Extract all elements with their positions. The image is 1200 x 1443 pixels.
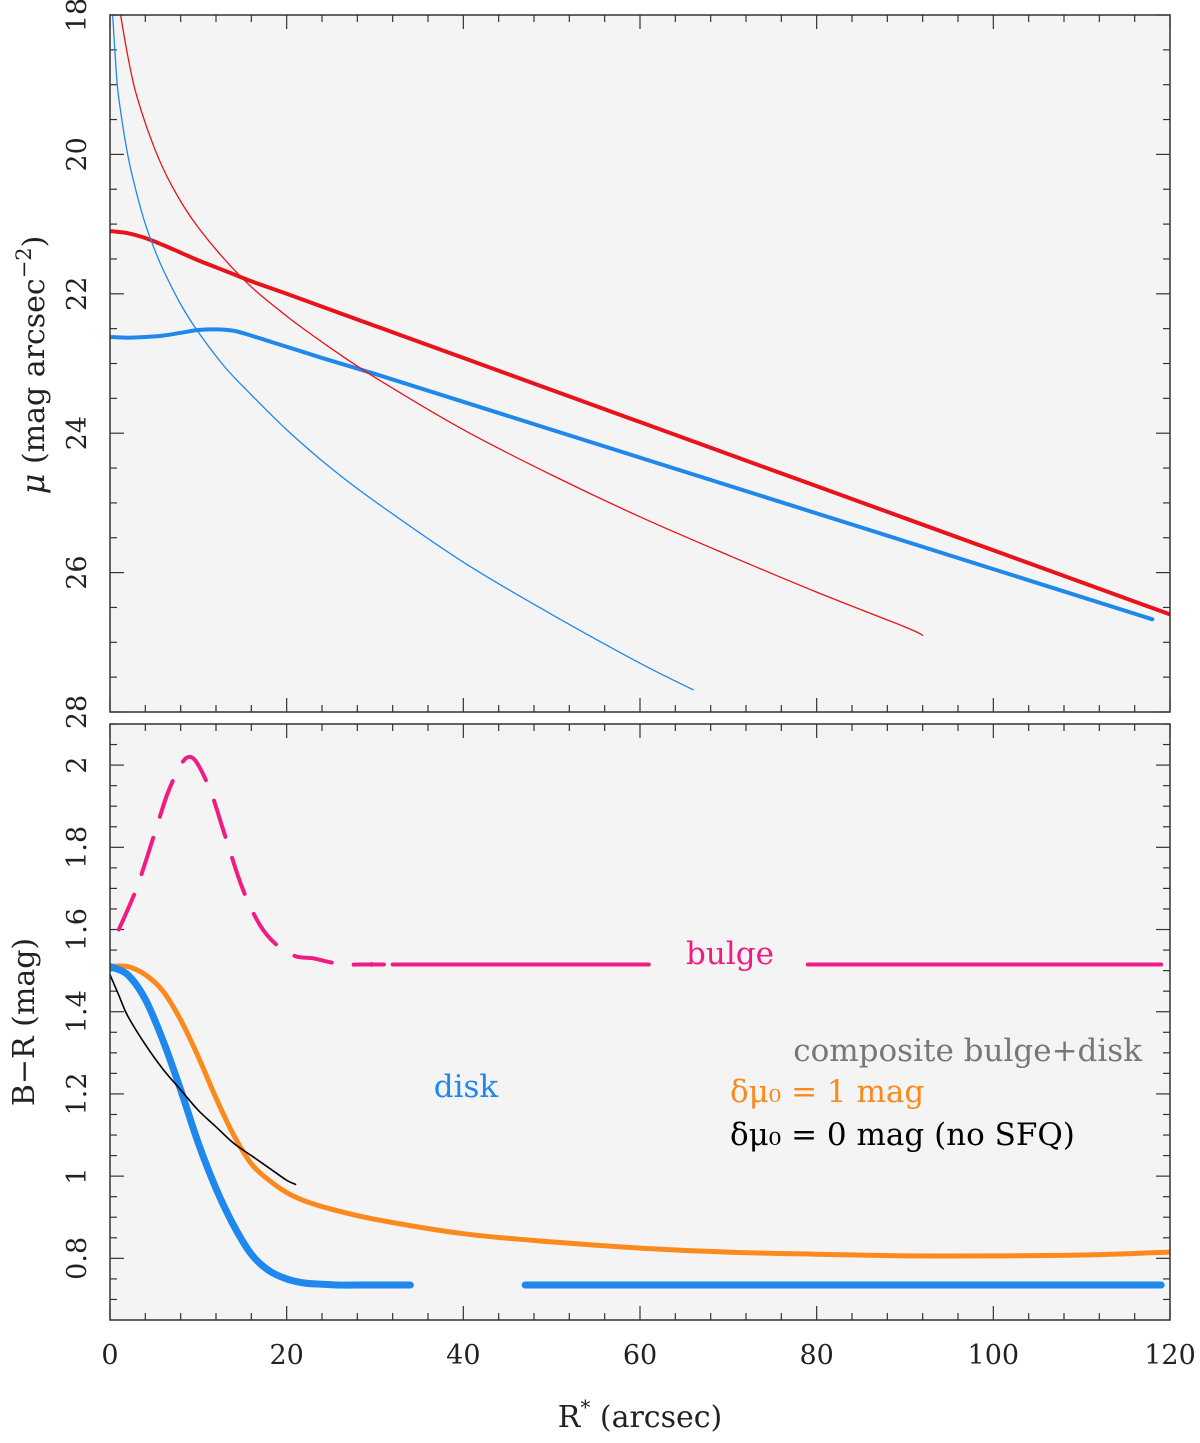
x-tick-label: 60 [623, 1340, 657, 1371]
legend-orange: δμ₀ = 1 mag [730, 1074, 924, 1110]
x-tick-label: 20 [269, 1340, 303, 1371]
top-y-axis-title: μ (mag arcsec−2) [12, 236, 52, 495]
top-y-tick-label: 20 [62, 137, 93, 171]
bottom-y-tick-label: 0.8 [62, 1237, 93, 1280]
bottom-y-tick-label: 1.6 [62, 908, 93, 951]
bottom-series-blue [110, 963, 414, 1289]
x-axis-unit: (arcsec) [590, 1400, 722, 1435]
bottom-panel-series [110, 754, 1170, 1289]
bottom-series-orange [110, 963, 1170, 1259]
bottom-panel-background [110, 724, 1170, 1320]
top-y-axis-sup: −2 [12, 247, 36, 278]
bottom-y-axis-title: B−R (mag) [7, 938, 42, 1106]
bottom-series-magenta [116, 754, 386, 967]
top-panel: 18 20 22 24 26 28 μ (mag arcsec−2) [12, 0, 1171, 729]
top-y-axis-close: ) [17, 236, 52, 248]
legend-title: composite bulge+disk [793, 1033, 1142, 1069]
bottom-panel: 0.8 1 1.2 1.4 1.6 1.8 2 0 20 40 60 80 100 120 B−R (m… [7, 723, 1196, 1435]
top-panel-frame [109, 14, 1171, 713]
bottom-panel-y-tick-labels: 0.8 1 1.2 1.4 1.6 1.8 2 [62, 757, 93, 1280]
bottom-y-tick-label: 2 [62, 757, 93, 774]
disk-label: disk [434, 1069, 499, 1105]
x-tick-label: 100 [968, 1340, 1020, 1371]
top-series-blue-thick [110, 327, 1155, 622]
bottom-series-magenta-dot [369, 962, 374, 967]
bulge-label: bulge [686, 936, 774, 972]
bottom-panel-frame [109, 723, 1171, 1321]
top-panel-y-tick-labels: 18 20 22 24 26 28 [62, 0, 93, 729]
top-y-tick-label: 22 [62, 277, 93, 311]
x-tick-label: 0 [101, 1340, 118, 1371]
top-y-axis-mu: μ [14, 474, 52, 495]
top-y-tick-label: 28 [62, 695, 93, 729]
x-tick-label: 80 [799, 1340, 833, 1371]
top-panel-background [110, 15, 1170, 712]
top-y-axis-unit: (mag arcsec [17, 278, 52, 473]
x-tick-label: 120 [1144, 1340, 1196, 1371]
legend-black: δμ₀ = 0 mag (no SFQ) [730, 1117, 1075, 1153]
top-panel-series [110, 15, 1170, 691]
x-axis-sup: * [580, 1395, 590, 1419]
bottom-y-tick-label: 1.8 [62, 826, 93, 869]
x-tick-label: 40 [446, 1340, 480, 1371]
x-axis-r: R [558, 1400, 582, 1435]
top-series-blue-thin [112, 15, 694, 691]
top-y-tick-label: 26 [62, 555, 93, 589]
x-axis-title: R* (arcsec) [558, 1395, 723, 1435]
top-y-tick-label: 18 [62, 0, 93, 32]
bottom-y-tick-label: 1.2 [62, 1072, 93, 1115]
bottom-y-tick-label: 1 [62, 1168, 93, 1185]
top-y-tick-label: 24 [62, 416, 93, 450]
top-series-red-thick [110, 229, 1170, 617]
top-series-red-thin [119, 15, 924, 636]
bottom-panel-x-tick-labels: 0 20 40 60 80 100 120 [101, 1340, 1195, 1371]
bottom-y-tick-label: 1.4 [62, 990, 93, 1033]
bottom-panel-ticks [109, 723, 1171, 1320]
bottom-series-black [110, 973, 297, 1186]
